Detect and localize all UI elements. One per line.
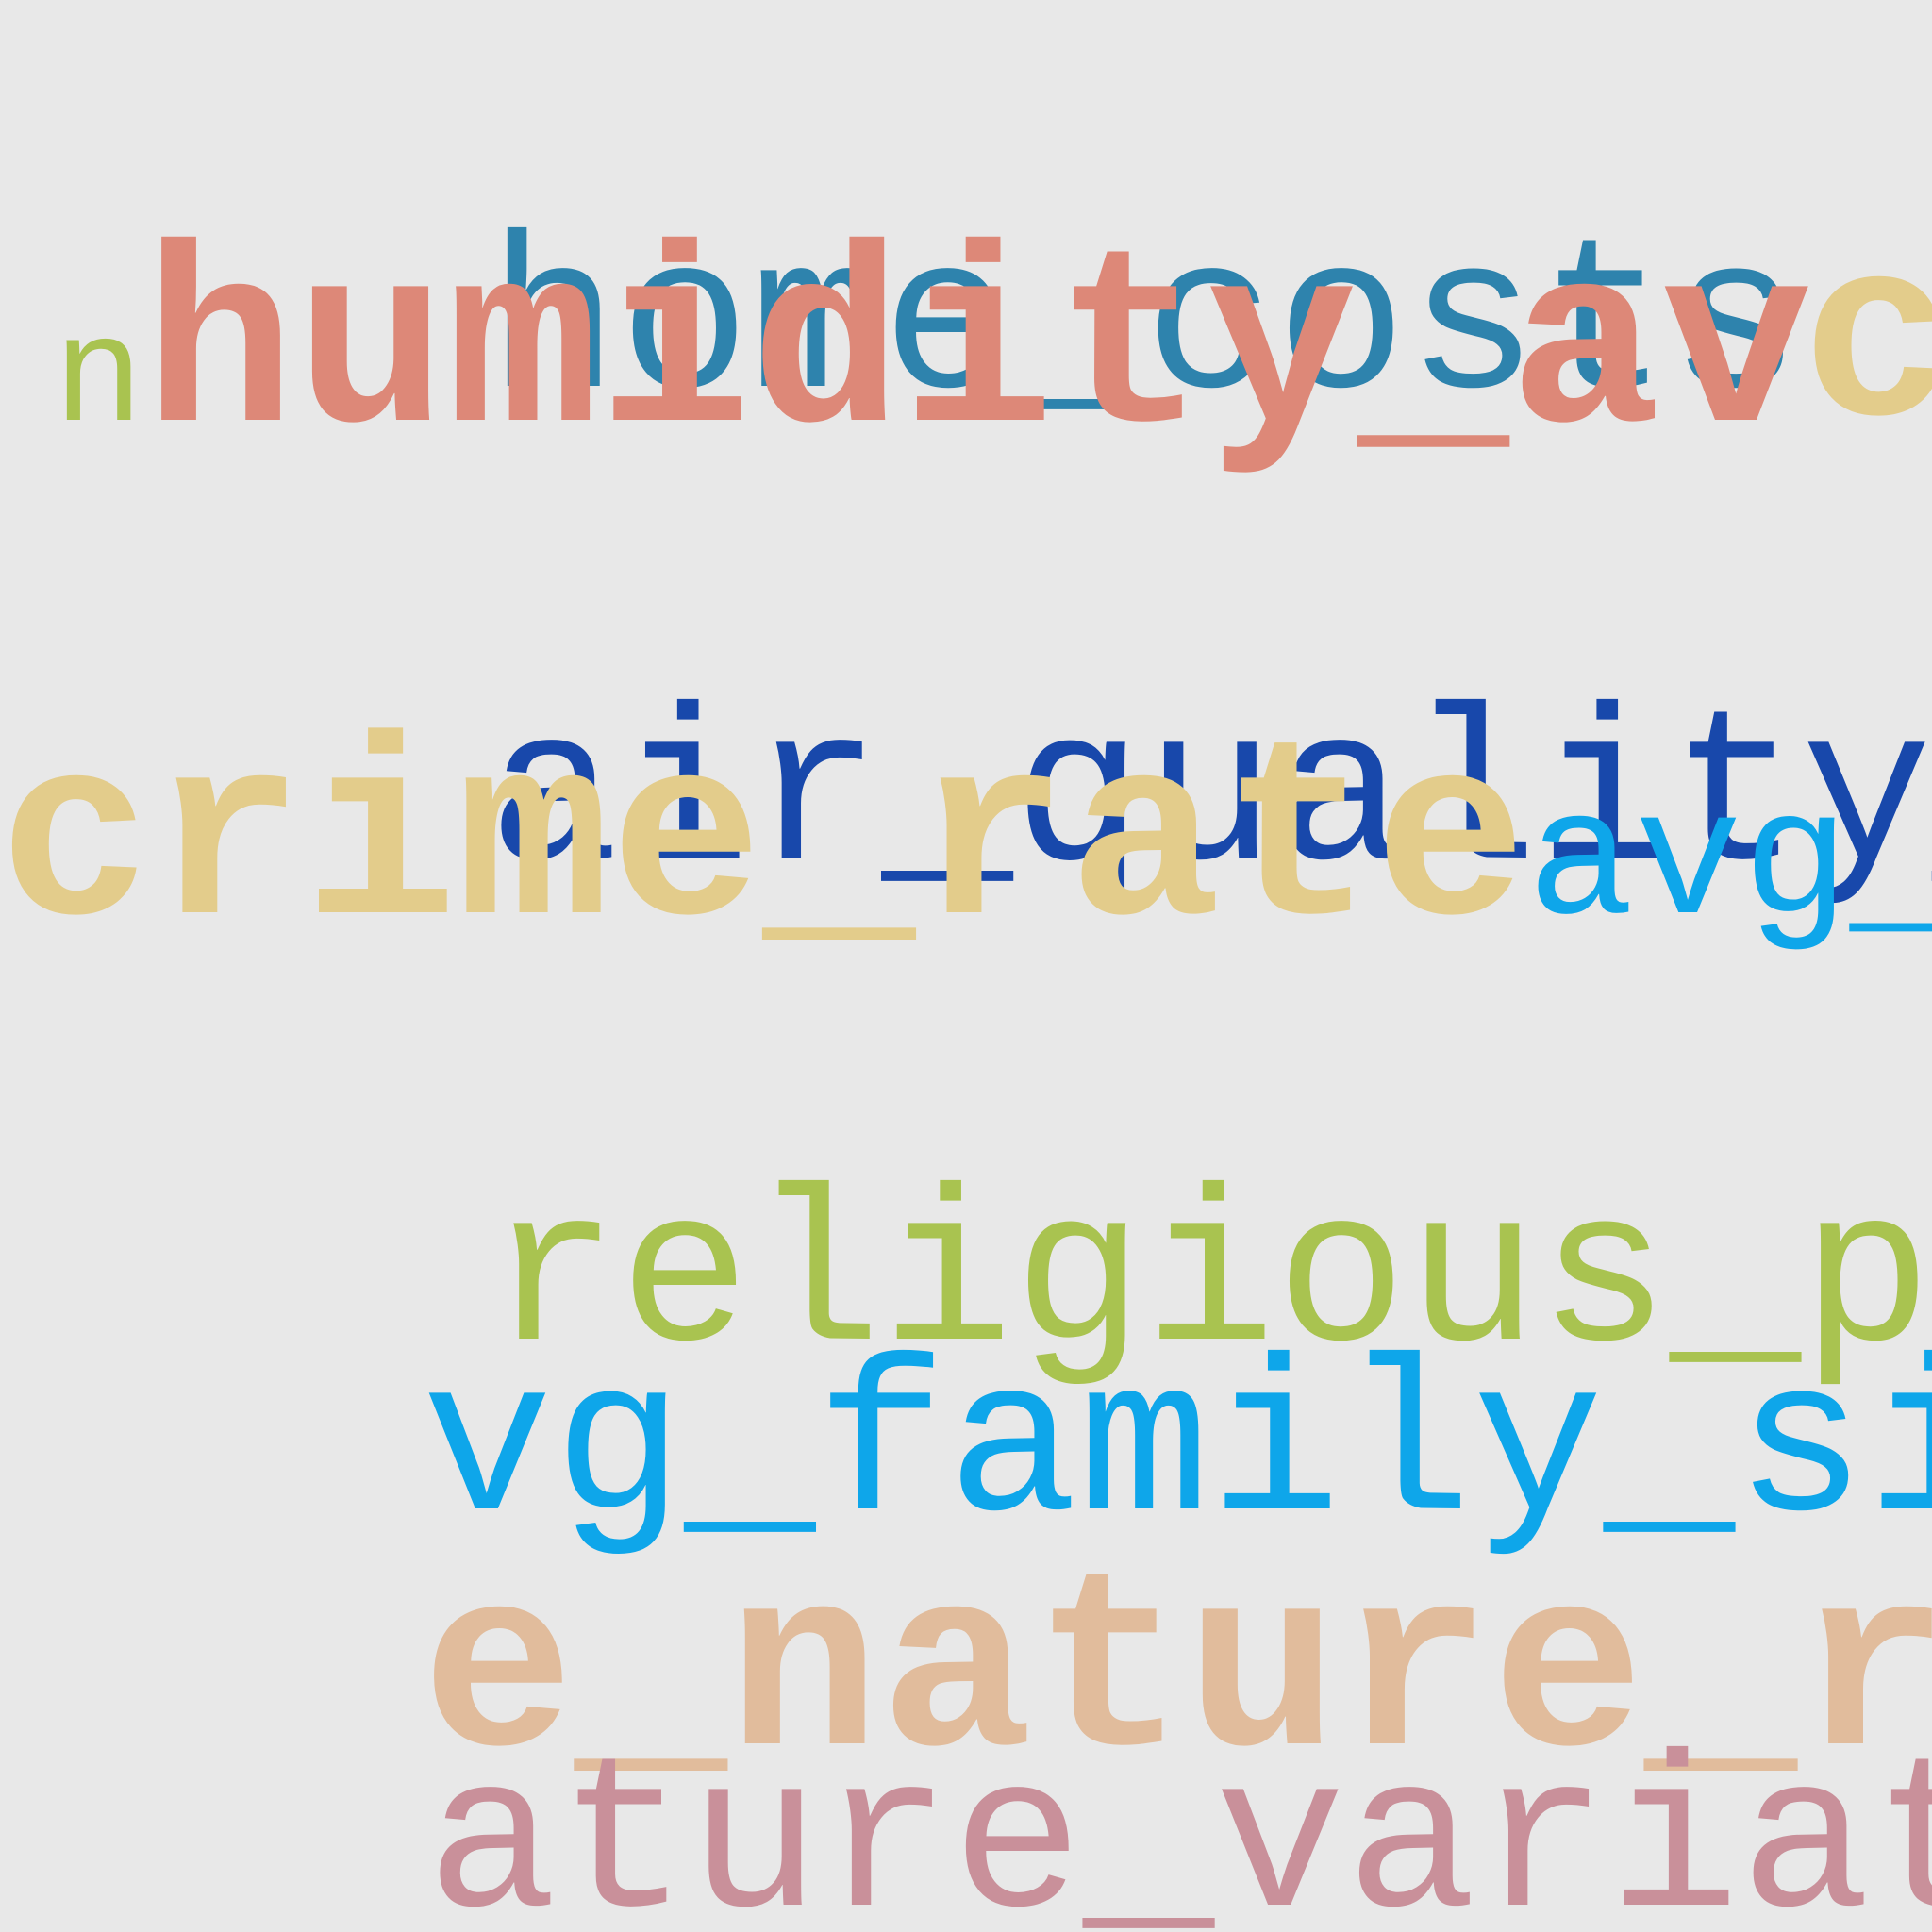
word-crime-fragment: cr bbox=[1801, 202, 1932, 491]
word-crime-rate: crime_rate bbox=[0, 701, 1527, 990]
word-row-2: nhumidity_av bbox=[17, 210, 1813, 496]
word-air-quality-avg: air_quality_av bbox=[487, 675, 1932, 924]
word-nature-rating: e_nature_ratin bbox=[421, 1532, 1932, 1821]
word-row-7: e_nature_ratin bbox=[0, 1330, 1932, 1932]
word-n-fragment: n bbox=[53, 295, 144, 466]
word-avg-family-size: vg_family_siz bbox=[421, 1326, 1932, 1574]
word-row-6: vg_family_siz bbox=[0, 1123, 1932, 1779]
word-row-3: air_quality_av bbox=[0, 472, 1932, 1128]
word-row-4: crime_rateavg_ bbox=[0, 703, 1932, 988]
word-row-5: religious_popu bbox=[0, 953, 1932, 1609]
word-religious-population: religious_popu bbox=[487, 1157, 1932, 1405]
word-humidity-avg: humidity_av bbox=[143, 210, 1813, 496]
word-row-1: home_costscr bbox=[0, 0, 1932, 692]
word-avg-fragment: avg_ bbox=[1526, 764, 1932, 967]
word-temperature-variation: ature_variati bbox=[425, 1723, 1932, 1932]
word-home-costs: home_costs bbox=[487, 204, 1802, 452]
word-row-8: ature_variati bbox=[0, 1519, 1932, 1932]
